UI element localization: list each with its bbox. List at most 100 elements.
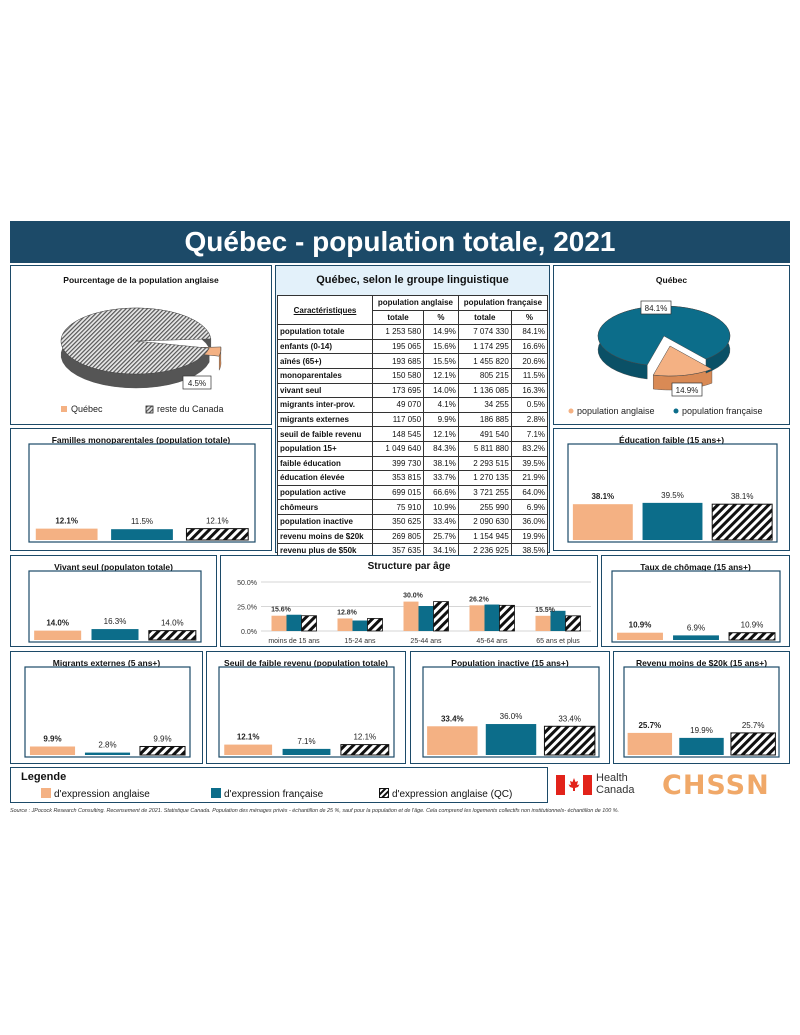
- bar-anglaise: [427, 726, 478, 755]
- table-row: vivant seul 173 695 14.0% 1 136 085 16.3%: [277, 382, 549, 399]
- row-label: revenu moins de $20k: [277, 528, 373, 545]
- row-label: seuil de faible revenu: [277, 426, 373, 442]
- bar-francaise: [352, 620, 368, 631]
- ang-total-cell: 150 580: [371, 367, 425, 384]
- legend-swatch-francaise: [211, 788, 221, 798]
- vivant-seul-panel: Vivant seul (populaton totale) 14.0% 16.3…: [10, 555, 217, 647]
- table-row: aînés (65+) 193 685 15.5% 1 455 820 20.6%: [277, 353, 549, 369]
- row-label: enfants (0-14): [277, 338, 373, 355]
- pie-quebec-chart: 84.1% 14.9% population anglaise population …: [568, 300, 763, 416]
- fr-pct-cell: 39.5%: [510, 455, 549, 472]
- revenu-20k-title: Revenu moins de $20k (15 ans+): [635, 658, 768, 668]
- revenu-20k-chart: 25.7% 19.9% 25.7%: [623, 666, 780, 758]
- bar-anglaise-qc: [148, 630, 197, 641]
- pie-value-label: 14.9%: [676, 386, 699, 395]
- ang-total-cell: 75 910: [371, 499, 425, 515]
- source-note: Source : JPocock Research Consulting. Re…: [10, 808, 620, 814]
- chomage-title: Taux de chômage (15 ans+): [640, 562, 751, 572]
- legend-title: Legende: [21, 771, 67, 783]
- legend-item-anglaise: d'expression anglaise: [41, 788, 150, 800]
- ang-total-cell: 699 015: [371, 484, 425, 501]
- chssn-logo: CHSSN: [662, 770, 770, 801]
- ang-pct-cell: 4.1%: [423, 397, 459, 413]
- bar-anglaise: [34, 630, 82, 640]
- bar-value-label: 10.9%: [741, 621, 764, 630]
- fr-total-cell: 3 721 255: [457, 484, 512, 501]
- plot-frame: [611, 570, 781, 643]
- bar-value-label: 12.1%: [55, 517, 78, 526]
- pie-anglaise-panel: Pourcentage de la population anglaise 4.…: [10, 265, 272, 425]
- pie-quebec-title: Québec: [655, 275, 688, 285]
- pie-label-box: [671, 382, 703, 397]
- education-faible-title: Éducation faible (15 ans+): [618, 435, 725, 445]
- ang-total-cell: 148 545: [371, 426, 425, 442]
- ang-total-cell: 399 730: [371, 455, 425, 472]
- table-row: migrants externes 117 050 9.9% 186 885 2.8%: [277, 411, 549, 428]
- table-row: monoparentales 150 580 12.1% 805 215 11.5%: [277, 367, 549, 384]
- x-tick-label: 15-24 ans: [344, 638, 376, 645]
- bar-value-label: 38.1%: [731, 492, 754, 501]
- ang-total-cell: 1 049 640: [371, 440, 425, 457]
- fr-total-cell: 7 074 330: [457, 324, 512, 340]
- header-pop-francaise: population française: [457, 295, 549, 311]
- ang-pct-cell: 38.1%: [423, 455, 459, 472]
- legend-swatch-anglaise: [568, 408, 574, 414]
- bar-value-label: 14.0%: [46, 619, 69, 628]
- ang-total-cell: 193 685: [371, 353, 425, 369]
- data-table: Caractéristiques population anglaise pop…: [277, 294, 549, 559]
- table-row: éducation élevée 353 815 33.7% 1 270 135 21.…: [277, 470, 549, 486]
- ang-total-cell: 195 065: [371, 338, 425, 355]
- table-title: Québec, selon le groupe linguistique: [316, 274, 509, 286]
- x-tick-label: 65 ans et plus: [536, 638, 580, 645]
- bar-anglaise-qc: [543, 725, 596, 756]
- row-label: population inactive: [277, 513, 373, 530]
- pie-anglaise-chart: 4.5% Québec reste du Canada: [60, 307, 224, 414]
- bar-value-label: 9.9%: [153, 734, 171, 743]
- x-tick-label: 25-44 ans: [410, 638, 442, 645]
- row-label: éducation élevée: [277, 470, 373, 486]
- bar-value-label: 6.9%: [687, 623, 705, 632]
- ang-pct-cell: 9.9%: [423, 411, 459, 428]
- bar-anglaise: [224, 744, 273, 755]
- ang-pct-cell: 10.9%: [423, 499, 459, 515]
- canada-flag-icon: [556, 775, 592, 795]
- row-label: aînés (65+): [277, 353, 373, 369]
- fr-total-cell: 34 255: [457, 397, 512, 413]
- bar-value-label: 36.0%: [500, 712, 523, 721]
- ang-pct-cell: 33.7%: [423, 470, 459, 486]
- bar-francaise: [550, 610, 566, 631]
- pie-anglaise-title: Pourcentage de la population anglaise: [63, 275, 219, 285]
- vivant-seul-chart: 14.0% 16.3% 14.0%: [28, 570, 202, 643]
- migrants-externes-chart: 9.9% 2.8% 9.9%: [24, 666, 191, 758]
- header-pop-anglaise: population anglaise: [372, 295, 459, 311]
- structure-age-panel: Structure par âge 50.0% 25.0% 0.0% 15.6% moi…: [220, 555, 598, 647]
- bar-anglaise-qc: [433, 601, 449, 632]
- ang-pct-cell: 15.5%: [423, 353, 459, 369]
- row-label: population active: [277, 484, 373, 501]
- bar-anglaise-qc: [340, 744, 390, 756]
- fr-pct-cell: 6.9%: [510, 499, 549, 515]
- fr-total-cell: 1 455 820: [457, 353, 512, 369]
- fr-pct-cell: 16.3%: [510, 382, 549, 399]
- pie-slice-anglaise: [652, 345, 713, 377]
- bar-anglaise: [271, 615, 287, 631]
- vivant-seul-title: Vivant seul (populaton totale): [54, 562, 173, 572]
- bar-anglaise-qc: [728, 632, 776, 641]
- y-tick-label: 25.0%: [237, 605, 257, 612]
- bar-francaise: [282, 748, 331, 755]
- bar-anglaise-qc: [139, 745, 186, 756]
- pie-quebec-panel: Québec 84.1% 14.9% population anglaise popu…: [553, 265, 790, 425]
- fr-total-cell: 491 540: [457, 426, 512, 442]
- chssn-text: CHSSN: [662, 770, 770, 801]
- header-pct: %: [510, 309, 549, 326]
- bar-anglaise-qc: [499, 604, 515, 632]
- bar-anglaise-qc: [711, 503, 773, 541]
- bar-anglaise: [469, 605, 485, 631]
- ang-total-cell: 269 805: [371, 528, 425, 545]
- structure-age-title: Structure par âge: [367, 561, 451, 572]
- fr-pct-cell: 84.1%: [510, 324, 549, 340]
- bar-francaise: [679, 737, 724, 755]
- fr-pct-cell: 0.5%: [510, 397, 549, 413]
- plot-frame: [28, 443, 256, 543]
- table-row: migrants inter-prov. 49 070 4.1% 34 255 0.5%: [277, 397, 549, 413]
